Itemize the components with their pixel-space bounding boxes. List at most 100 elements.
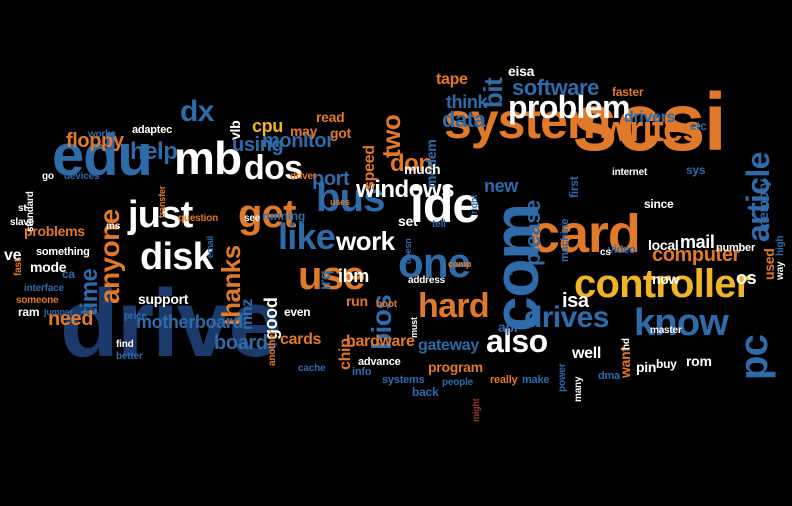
word-motherboard: motherboard	[136, 311, 244, 332]
word-rom: rom	[686, 353, 712, 370]
word-number: number	[716, 241, 756, 254]
word-right: right	[469, 194, 479, 214]
word-pin: pin	[636, 359, 657, 376]
word-tape: tape	[436, 71, 468, 89]
word-price: price	[124, 310, 147, 322]
word-mhz: mhz	[239, 298, 256, 330]
word-run: run	[346, 293, 368, 310]
word-see: see	[244, 212, 261, 224]
word-hardware: hardware	[346, 333, 415, 351]
word-used: used	[761, 248, 777, 280]
word-apr: apr	[498, 319, 519, 336]
word-may: may	[290, 123, 318, 140]
word-bus: bus	[316, 176, 386, 220]
word-ve: ve	[4, 247, 22, 265]
word-email: email	[205, 235, 215, 258]
word-ibm: ibm	[338, 265, 369, 286]
word-program: program	[428, 359, 483, 376]
word-speed: speed	[361, 145, 378, 190]
word-memory: memory	[755, 179, 771, 232]
word-don: don	[390, 149, 433, 177]
word-port: port	[312, 168, 350, 190]
word-make: make	[522, 373, 550, 386]
word-isa: isa	[562, 290, 589, 312]
word-cache: cache	[298, 362, 326, 374]
word-running: running	[262, 208, 305, 223]
word-system: system	[444, 92, 611, 149]
word-another: another	[267, 330, 278, 366]
word-monitor: monitor	[262, 130, 334, 152]
word-board: board	[214, 332, 268, 354]
word-think: think	[446, 91, 488, 112]
word-scsi: scsi	[572, 77, 727, 169]
word-problem: problem	[508, 88, 630, 125]
word-might: might	[471, 398, 481, 422]
word-better: better	[116, 350, 143, 362]
word-one: one	[398, 239, 471, 287]
word-many: many	[573, 376, 584, 402]
word-support: support	[138, 291, 189, 308]
word-ms: ms	[106, 220, 121, 232]
word-etc: etc	[690, 118, 707, 133]
word-dma: dma	[598, 369, 620, 382]
word-vlb: vlb	[227, 120, 243, 140]
word-need: need	[48, 308, 94, 330]
word-irq: irq	[317, 270, 334, 291]
word-sys: sys	[686, 162, 706, 177]
word-local: local	[648, 237, 679, 254]
word-find: find	[116, 338, 134, 350]
word-ca: ca	[62, 266, 75, 281]
word-set: set	[398, 213, 418, 230]
word-help: help	[130, 137, 178, 165]
word-cpu: cpu	[252, 115, 283, 136]
word-info: info	[352, 365, 372, 378]
word-controller: controller	[574, 262, 751, 306]
word-uses: uses	[330, 197, 350, 208]
word-drivers: drivers	[624, 109, 676, 127]
word-must: must	[409, 317, 419, 338]
word-first: first	[567, 176, 581, 198]
word-use: use	[298, 254, 365, 298]
word-drive: drive	[60, 270, 282, 378]
word-want: want	[617, 347, 633, 378]
word-ide: ide	[410, 176, 480, 233]
word-work: work	[336, 225, 395, 256]
word-dx: dx	[180, 94, 214, 128]
word-address: address	[408, 274, 445, 286]
word-someone: someone	[16, 294, 59, 306]
word-pc: pc	[732, 334, 776, 380]
word-hard: hard	[418, 287, 490, 326]
word-eisa: eisa	[508, 63, 535, 80]
word-systems: systems	[382, 373, 425, 386]
word-go: go	[42, 170, 54, 182]
word-now: now	[652, 271, 680, 288]
word-problems: problems	[24, 223, 85, 240]
word-video: video	[608, 243, 636, 256]
word-works: works	[88, 128, 116, 140]
word-faster: faster	[612, 84, 644, 99]
word-read: read	[316, 109, 345, 126]
word-interface: interface	[24, 282, 64, 294]
word-new: new	[484, 175, 518, 196]
word-using: using	[232, 134, 284, 156]
word-high: high	[775, 235, 786, 256]
word-mail: mail	[680, 231, 715, 252]
word-adaptec: adaptec	[132, 123, 173, 136]
word-os: os	[736, 267, 757, 288]
word-data: data	[442, 107, 486, 133]
word-since: since	[644, 196, 674, 211]
word-re: re	[504, 266, 514, 278]
word-just: just	[128, 193, 193, 236]
word-power: power	[557, 363, 568, 392]
word-please: please	[520, 200, 545, 266]
word-writes: writes	[602, 108, 702, 150]
word-gateway: gateway	[418, 337, 479, 355]
word-much: much	[404, 161, 441, 178]
word-doesn: doesn	[403, 238, 413, 264]
word-mb: mb	[174, 131, 242, 184]
word-cards: cards	[280, 331, 322, 349]
word-really: really	[490, 373, 518, 386]
word-slave: slave	[10, 216, 35, 228]
word-computer: computer	[652, 244, 740, 266]
